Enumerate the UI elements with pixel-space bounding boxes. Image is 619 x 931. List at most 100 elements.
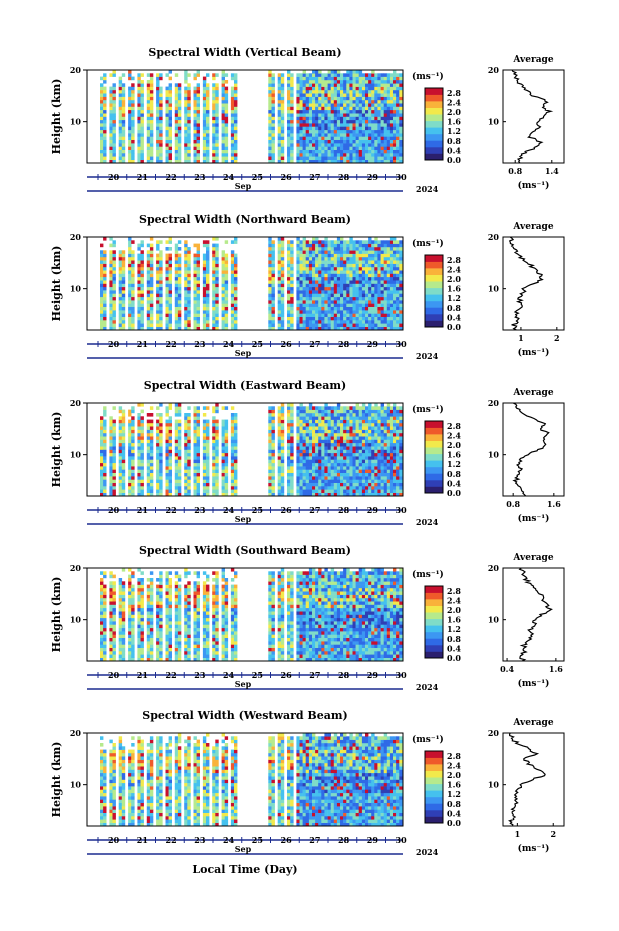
colorbar-segment <box>425 644 443 652</box>
colorbar-tick-label: 1.2 <box>447 126 461 136</box>
x-tick-label: 20 <box>108 670 120 680</box>
colorbar-segment <box>425 261 443 269</box>
avg-x-tick-label: 1 <box>515 829 521 839</box>
month-label: Sep <box>235 679 252 689</box>
x-tick-label: 20 <box>108 835 120 845</box>
x-tick-label: 29 <box>367 339 379 349</box>
colorbar-unit: (ms⁻¹) <box>412 569 444 580</box>
average-frame <box>502 567 565 662</box>
colorbar-segment <box>425 592 443 600</box>
plot-frame <box>86 732 404 827</box>
average-title: Average <box>512 718 553 728</box>
colorbar-tick-label: 1.2 <box>447 789 461 799</box>
colorbar-segment <box>425 473 443 481</box>
y-tick-label: 20 <box>70 65 82 75</box>
avg-x-tick-label: 0.4 <box>500 664 514 674</box>
colorbar-segment <box>425 101 443 108</box>
panel-title: Spectral Width (Vertical Beam) <box>148 46 341 59</box>
month-label: Sep <box>235 844 252 854</box>
x-tick-label: 30 <box>396 670 408 680</box>
plot-frame <box>86 402 404 497</box>
colorbar-segment <box>425 599 443 606</box>
colorbar-tick-label: 0.8 <box>447 136 461 146</box>
average-profile-line <box>511 69 554 164</box>
x-tick-label: 20 <box>108 505 120 515</box>
x-tick-label: 29 <box>367 505 379 515</box>
colorbar-tick-label: 2.8 <box>447 255 461 265</box>
colorbar-segment <box>425 651 443 659</box>
x-tick-label: 27 <box>309 172 320 182</box>
x-tick-label: 24 <box>223 339 235 349</box>
x-tick-label: 29 <box>367 172 379 182</box>
colorbar-segment <box>425 586 443 593</box>
colorbar-tick-label: 2.8 <box>447 88 461 98</box>
avg-y-tick-label: 20 <box>488 65 500 75</box>
heatmap-cells <box>100 568 403 662</box>
colorbar-unit: (ms⁻¹) <box>412 734 444 745</box>
x-tick-label: 27 <box>309 505 320 515</box>
colorbar-tick-label: 2.8 <box>447 586 461 596</box>
colorbar-tick-label: 1.2 <box>447 624 461 634</box>
colorbar-tick-label: 2.0 <box>447 440 461 450</box>
avg-y-tick-label: 10 <box>488 450 500 460</box>
y-tick-label: 20 <box>70 398 82 408</box>
colorbar-tick-label: 2.0 <box>447 107 461 117</box>
colorbar-tick-label: 2.4 <box>447 97 461 107</box>
y-axis-label: Height (km) <box>50 742 63 818</box>
x-tick-label: 23 <box>194 505 206 515</box>
colorbar-segment <box>425 255 443 262</box>
avg-y-tick-label: 10 <box>488 615 500 625</box>
colorbar-tick-label: 1.2 <box>447 459 461 469</box>
x-tick-label: 26 <box>281 835 293 845</box>
panel-1: Spectral Width (Vertical Beam) 10 20 Height… <box>50 46 565 194</box>
x-tick-label: 23 <box>194 670 206 680</box>
x-tick-label: 28 <box>338 339 350 349</box>
average-profile-line <box>518 567 553 662</box>
x-tick-label: 21 <box>137 172 148 182</box>
colorbar-tick-label: 0.4 <box>447 643 461 653</box>
colorbar-segment <box>425 133 443 141</box>
x-tick-label: 21 <box>137 505 148 515</box>
x-tick-label: 26 <box>281 339 293 349</box>
avg-y-tick-label: 20 <box>488 728 500 738</box>
colorbar-tick-label: 2.8 <box>447 421 461 431</box>
colorbar-tick-label: 0.8 <box>447 303 461 313</box>
average-frame <box>502 236 565 331</box>
colorbar-segment <box>425 777 443 785</box>
colorbar-frame <box>424 750 444 824</box>
year-label: 2024 <box>416 351 439 361</box>
colorbar-tick-label: 2.4 <box>447 595 461 605</box>
panel-title: Spectral Width (Eastward Beam) <box>144 379 346 392</box>
y-tick-label: 10 <box>70 450 82 460</box>
average-title: Average <box>512 553 553 563</box>
colorbar-segment <box>425 94 443 102</box>
colorbar-segment <box>425 153 443 161</box>
average-title: Average <box>512 388 553 398</box>
x-tick-label: 23 <box>194 339 206 349</box>
colorbar-tick-label: 0.8 <box>447 799 461 809</box>
colorbar-segment <box>425 294 443 302</box>
x-tick-label: 22 <box>166 670 177 680</box>
colorbar-segment <box>425 479 443 487</box>
colorbar-segment <box>425 287 443 295</box>
x-tick-label: 22 <box>166 835 177 845</box>
avg-y-tick-label: 10 <box>488 780 500 790</box>
x-tick-label: 29 <box>367 670 379 680</box>
colorbar-unit: (ms⁻¹) <box>412 404 444 415</box>
average-title: Average <box>512 222 553 232</box>
x-tick-label: 24 <box>223 505 235 515</box>
plot-frame <box>86 236 404 331</box>
x-tick-label: 25 <box>252 339 263 349</box>
x-tick-label: 26 <box>281 670 293 680</box>
x-tick-label: 30 <box>396 505 408 515</box>
x-tick-label: 26 <box>281 172 293 182</box>
x-tick-label: 25 <box>252 505 263 515</box>
heatmap-cells <box>100 237 403 331</box>
x-tick-label: 29 <box>367 835 379 845</box>
colorbar-tick-label: 0.0 <box>447 155 461 165</box>
x-tick-label: 25 <box>252 835 263 845</box>
x-tick-label: 30 <box>396 172 408 182</box>
colorbar-tick-label: 0.4 <box>447 808 461 818</box>
colorbar-segment <box>425 421 443 428</box>
colorbar-segment <box>425 140 443 148</box>
